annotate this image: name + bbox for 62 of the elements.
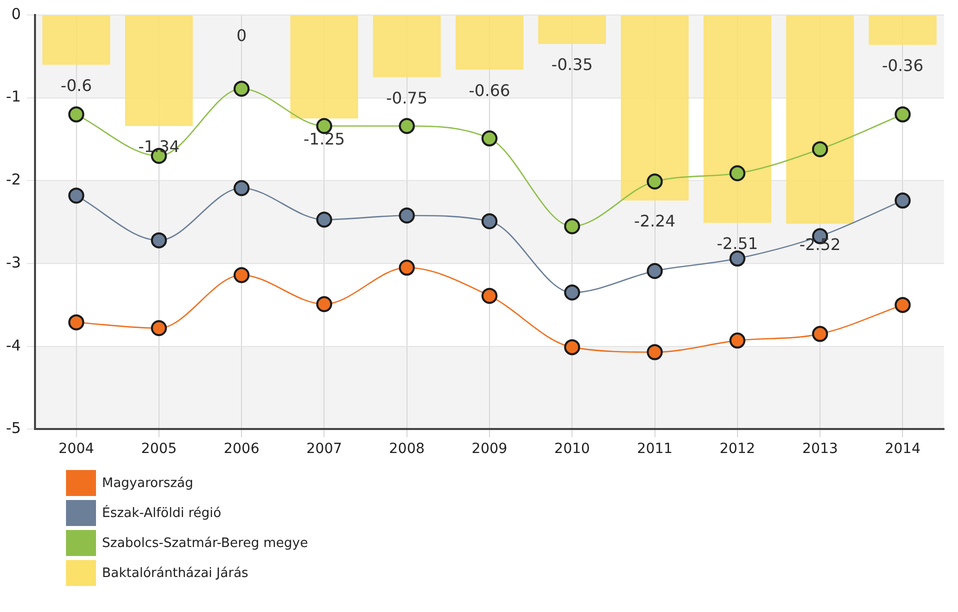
- point: [481, 130, 498, 146]
- point: [316, 212, 332, 228]
- y-tick-label: -4: [6, 336, 21, 354]
- point: [150, 232, 167, 248]
- data-label: -2.52: [799, 234, 841, 254]
- data-label: -0.6: [60, 76, 92, 95]
- point: [564, 218, 580, 234]
- data-label: -1.25: [303, 130, 345, 149]
- x-tick-label: 2006: [224, 441, 260, 458]
- point: [68, 314, 84, 330]
- point: [812, 141, 828, 158]
- data-label: -0.36: [882, 56, 924, 75]
- point: [729, 165, 746, 182]
- y-tick-label: -5: [6, 419, 21, 438]
- x-tick-label: 2008: [389, 441, 425, 458]
- point: [398, 260, 415, 276]
- legend-label: Baktalórántházai Járás: [102, 566, 248, 580]
- x-tick-label: 2011: [636, 441, 673, 458]
- point: [646, 344, 663, 360]
- x-tick-label: 2004: [58, 441, 94, 458]
- x-tick-label: 2010: [554, 441, 590, 458]
- point: [234, 180, 250, 196]
- point: [398, 118, 415, 134]
- point: [398, 207, 415, 224]
- point: [646, 174, 663, 190]
- y-tick-label: -2: [6, 170, 21, 189]
- point: [894, 192, 911, 209]
- x-tick-label: 2012: [720, 441, 756, 458]
- point: [564, 339, 580, 356]
- point: [894, 296, 911, 313]
- point: [316, 296, 332, 312]
- point: [729, 250, 746, 267]
- point: [481, 288, 498, 304]
- data-label: -2.24: [634, 212, 676, 231]
- x-tick-label: 2014: [884, 441, 921, 458]
- data-label: -0.75: [386, 88, 428, 108]
- y-tick-label: 0: [11, 4, 21, 23]
- data-label: -0.66: [468, 80, 510, 100]
- data-label: -2.51: [716, 234, 758, 254]
- x-tick-label: 2013: [802, 441, 838, 458]
- point: [481, 213, 498, 230]
- legend-label: Észak-Alföldi régió: [102, 506, 222, 520]
- point: [564, 284, 580, 301]
- y-tick-label: -3: [6, 253, 21, 272]
- data-label: -1.34: [138, 137, 180, 156]
- legend-label: Magyarország: [102, 476, 194, 490]
- point: [68, 188, 84, 204]
- point: [68, 106, 84, 122]
- x-tick-label: 2007: [306, 441, 342, 458]
- point: [234, 267, 250, 284]
- point: [894, 106, 911, 122]
- point: [729, 332, 746, 349]
- point: [646, 262, 663, 279]
- point: [812, 326, 828, 342]
- legend-label: Szabolcs-Szatmár-Bereg megye: [102, 536, 308, 550]
- x-tick-label: 2005: [141, 441, 177, 458]
- data-label: 0: [236, 26, 247, 46]
- y-tick-label: -1: [6, 88, 21, 106]
- point: [150, 320, 167, 336]
- data-label: -0.35: [551, 55, 593, 74]
- x-tick-label: 2009: [472, 441, 508, 458]
- point: [234, 80, 250, 97]
